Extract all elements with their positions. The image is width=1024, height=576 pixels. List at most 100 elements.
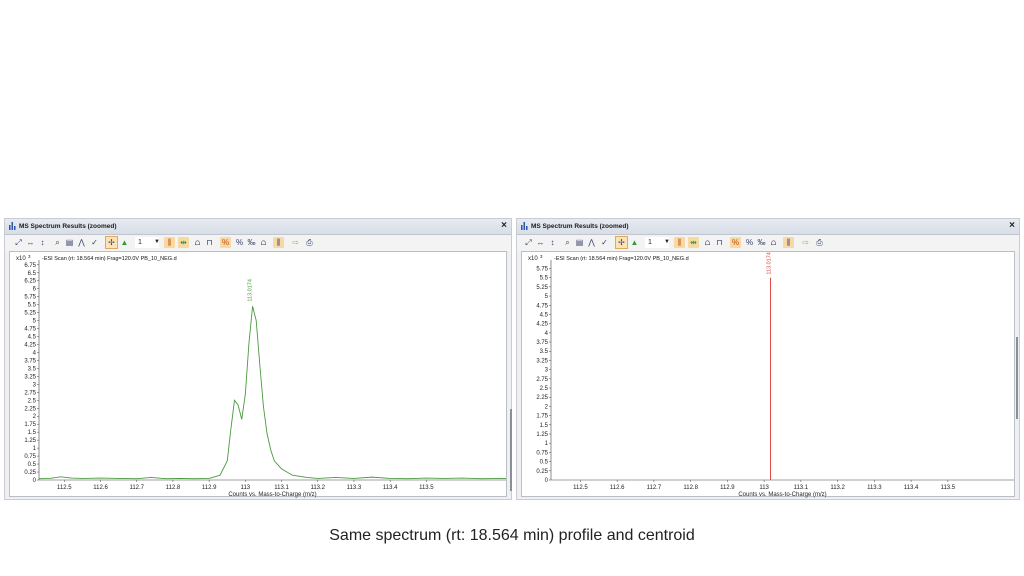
triangle-peak-icon[interactable]: ▲ <box>630 238 639 247</box>
zoom-x-icon[interactable]: ↔ <box>26 238 35 247</box>
y-tick-label: 1.75 <box>24 422 36 428</box>
y-multiplier-label: x10 <box>16 256 26 262</box>
y-tick-label: 3.5 <box>28 366 37 372</box>
x-tick-label: 113.1 <box>794 485 809 491</box>
x-tick-label: 112.7 <box>129 485 144 491</box>
close-icon[interactable]: × <box>501 220 507 231</box>
bars-icon[interactable]: ⫼ <box>783 237 794 248</box>
y-tick-label: 4.75 <box>24 327 36 333</box>
bars-icon[interactable]: ⫼ <box>273 237 284 248</box>
chevron-down-icon[interactable]: ▼ <box>664 239 670 245</box>
window-titlebar[interactable]: MS Spectrum Results (zoomed) × <box>5 219 511 235</box>
print-icon[interactable]: ⎙ <box>306 238 313 247</box>
compare-icon[interactable]: ⩍ <box>770 238 777 247</box>
x-tick-label: 113.3 <box>347 485 362 491</box>
x-tick-label: 112.9 <box>202 485 217 491</box>
magnify-icon[interactable]: ⌕ <box>55 238 60 247</box>
percent-icon[interactable]: % <box>745 238 754 247</box>
no-percent-icon[interactable]: % <box>730 237 741 248</box>
peak-mz-label: 113.0174 <box>767 252 773 275</box>
window-icon[interactable]: ⊓ <box>206 238 213 247</box>
dbl-peak-icon[interactable]: ⩍ <box>194 238 201 247</box>
chevron-down-icon[interactable]: ▼ <box>154 239 160 245</box>
scan-description: -ESI Scan (rt: 18.564 min) Frag=120.0V P… <box>42 256 177 262</box>
vertical-scrollbar[interactable] <box>510 409 512 491</box>
scan-description: -ESI Scan (rt: 18.564 min) Frag=120.0V P… <box>554 256 689 262</box>
magnify-icon[interactable]: ⌕ <box>565 238 570 247</box>
chart-toolbar: ⤢ ↔ ↕ ⌕ ▤ ⋀ ✓ ✢ ▲ 1 ▼ ⫼ ⇹ ⩍ ⊓ % % ‰ ⩍ ⫼ … <box>5 235 511 251</box>
percent-small-icon[interactable]: ‰ <box>757 238 766 247</box>
percent-icon[interactable]: % <box>235 238 244 247</box>
spectrum-list-icon[interactable]: ▤ <box>575 238 584 247</box>
check-peak-icon[interactable]: ✓ <box>601 238 608 247</box>
chart-toolbar: ⤢ ↔ ↕ ⌕ ▤ ⋀ ✓ ✢ ▲ 1 ▼ ⫼ ⇹ ⩍ ⊓ % % ‰ ⩍ ⫼ … <box>517 235 1019 251</box>
y-tick-label: 1.25 <box>536 432 548 438</box>
scan-number-combo[interactable]: 1 <box>135 237 159 248</box>
y-tick-label: 0.75 <box>24 454 36 460</box>
spectrum-list-icon[interactable]: ▤ <box>65 238 74 247</box>
spectrum-app-icon <box>521 222 528 230</box>
y-tick-label: 0 <box>33 478 37 484</box>
export-icon[interactable]: ⇨ <box>292 238 299 247</box>
y-tick-label: 0.5 <box>540 460 549 466</box>
y-tick-label: 5.75 <box>24 295 36 301</box>
x-tick-label: 113.1 <box>274 485 289 491</box>
range-icon[interactable]: ⇹ <box>178 237 189 248</box>
autoscale-icon[interactable]: ⤢ <box>15 238 22 247</box>
y-tick-label: 5 <box>33 319 37 325</box>
dbl-peak-icon[interactable]: ⩍ <box>704 238 711 247</box>
vertical-scrollbar[interactable] <box>1016 337 1018 419</box>
x-axis-title: Counts vs. Mass-to-Charge (m/z) <box>738 492 826 498</box>
y-tick-label: 1.75 <box>536 414 548 420</box>
export-icon[interactable]: ⇨ <box>802 238 809 247</box>
y-tick-label: 3.75 <box>24 358 36 364</box>
percent-small-icon[interactable]: ‰ <box>247 238 256 247</box>
y-tick-label: 4.5 <box>540 312 549 318</box>
window-icon[interactable]: ⊓ <box>716 238 723 247</box>
y-tick-label: 4 <box>33 350 37 356</box>
x-tick-label: 112.5 <box>573 485 588 491</box>
x-tick-label: 113 <box>759 485 769 491</box>
window-titlebar[interactable]: MS Spectrum Results (zoomed) × <box>517 219 1019 235</box>
y-tick-label: 3.5 <box>540 349 549 355</box>
peak-label-icon[interactable]: ⋀ <box>78 238 85 247</box>
plot-area[interactable]: 0 0.25 0.5 0.75 1 1.25 1.5 1.75 2 2.25 2.5 2.75 3 3.2… <box>521 251 1015 498</box>
y-tick-label: 5.25 <box>24 311 36 317</box>
zoom-y-icon[interactable]: ↕ <box>40 238 45 247</box>
y-tick-label: 2.5 <box>28 398 37 404</box>
x-tick-label: 113.4 <box>904 485 919 491</box>
ms-spectrum-window-profile: MS Spectrum Results (zoomed) × ⤢ ↔ ↕ ⌕ ▤… <box>4 218 512 500</box>
peak-label-icon[interactable]: ⋀ <box>588 238 595 247</box>
select-tool-icon[interactable]: ✢ <box>105 236 118 249</box>
y-tick-label: 5.5 <box>540 276 549 282</box>
close-icon[interactable]: × <box>1009 220 1015 231</box>
y-tick-label: 2.75 <box>536 377 548 383</box>
bar-peak-icon[interactable]: ⫼ <box>674 237 685 248</box>
scan-number-combo[interactable]: 1 <box>645 237 669 248</box>
select-tool-icon[interactable]: ✢ <box>615 236 628 249</box>
zoom-x-icon[interactable]: ↔ <box>536 238 545 247</box>
plot-area[interactable]: 0 0.25 0.5 0.75 1 1.25 1.5 1.75 2 2.25 2.5 2.75 3 3.2… <box>9 251 507 498</box>
y-tick-label: 1.5 <box>28 430 37 436</box>
y-multiplier-label: x10 <box>528 256 538 262</box>
triangle-peak-icon[interactable]: ▲ <box>120 238 129 247</box>
check-peak-icon[interactable]: ✓ <box>91 238 98 247</box>
range-icon[interactable]: ⇹ <box>688 237 699 248</box>
no-percent-icon[interactable]: % <box>220 237 231 248</box>
x-tick-label: 112.5 <box>57 485 72 491</box>
slide-caption: Same spectrum (rt: 18.564 min) profile a… <box>329 527 695 544</box>
autoscale-icon[interactable]: ⤢ <box>525 238 532 247</box>
x-tick-label: 113.4 <box>383 485 398 491</box>
print-icon[interactable]: ⎙ <box>816 238 823 247</box>
y-tick-label: 2.25 <box>536 395 548 401</box>
y-tick-label: 6.25 <box>24 279 36 285</box>
y-tick-label: 1.5 <box>540 423 549 429</box>
bar-peak-icon[interactable]: ⫼ <box>164 237 175 248</box>
peak-mz-label: 113.0174 <box>248 279 254 302</box>
x-tick-label: 113.2 <box>310 485 325 491</box>
compare-icon[interactable]: ⩍ <box>260 238 267 247</box>
y-tick-label: 1.25 <box>24 438 36 444</box>
y-tick-label: 4.75 <box>536 303 548 309</box>
y-tick-label: 5.25 <box>536 285 548 291</box>
zoom-y-icon[interactable]: ↕ <box>550 238 555 247</box>
